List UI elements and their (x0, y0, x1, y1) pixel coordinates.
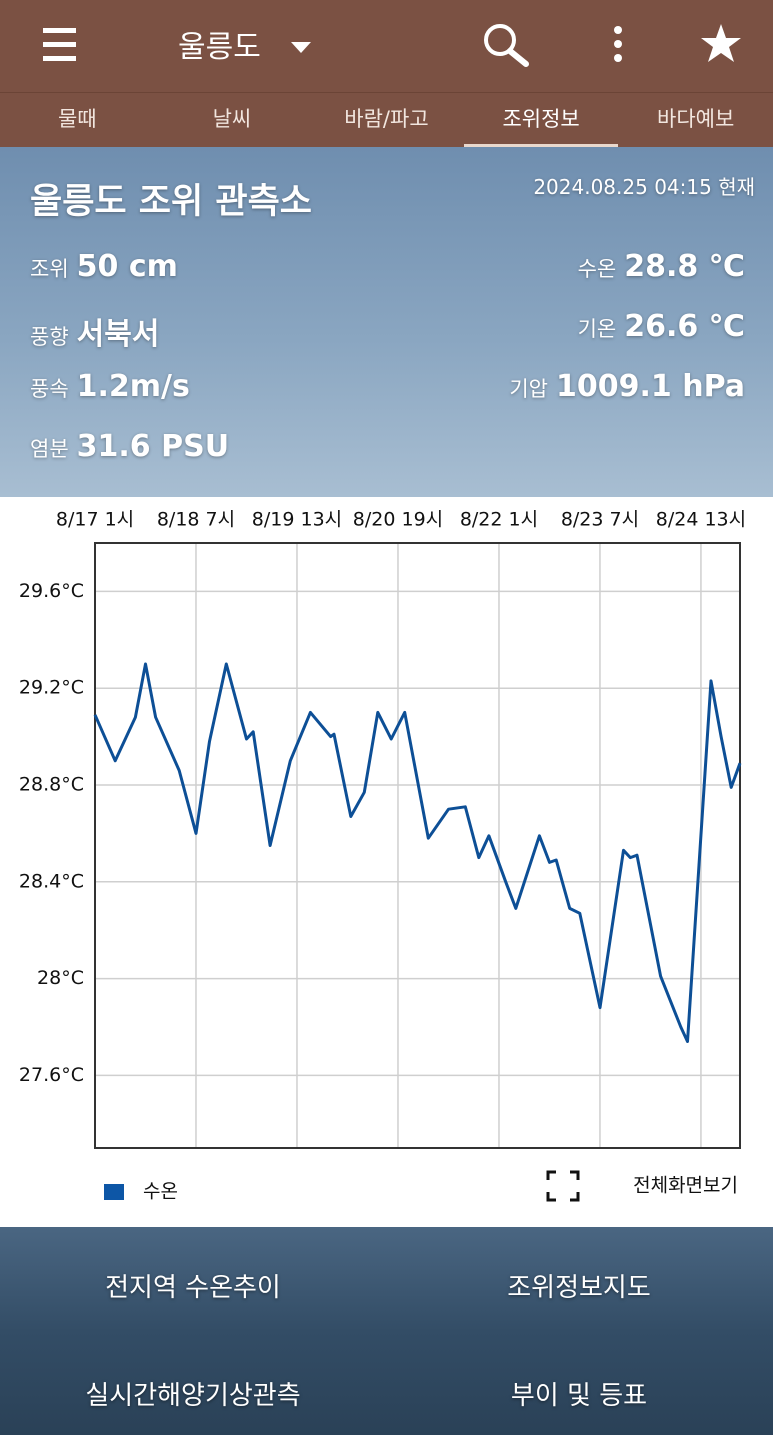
link-button[interactable]: 전지역 수온추이 (105, 1273, 281, 1303)
field-label: 풍속 (30, 377, 69, 401)
link-button[interactable]: 조위정보지도 (507, 1273, 651, 1303)
field-value: 28.8 ℃ (624, 249, 745, 284)
y-tick-label: 29.2°C (19, 677, 84, 699)
x-tick-label: 8/22 1시 (460, 509, 538, 531)
header-icons (43, 24, 741, 67)
y-tick-label: 28.4°C (19, 870, 84, 892)
location-title[interactable]: 울릉도 (178, 30, 261, 65)
search-icon[interactable] (484, 24, 529, 67)
tab[interactable]: 날씨 (212, 107, 252, 131)
plot-border (94, 542, 741, 1149)
fullscreen-button[interactable]: 전체화면보기 (633, 1175, 738, 1197)
x-tick-label: 8/20 19시 (353, 509, 443, 531)
field-label: 염분 (30, 437, 69, 461)
y-tick-label: 28°C (37, 967, 84, 989)
link-button[interactable]: 실시간해양기상관측 (85, 1381, 301, 1411)
x-tick-label: 8/17 1시 (56, 509, 134, 531)
x-tick-label: 8/23 7시 (561, 509, 639, 531)
field-value: 서북서 (76, 317, 160, 352)
fullscreen-icon[interactable] (546, 1170, 580, 1202)
tab[interactable]: 바람/파고 (344, 107, 429, 131)
app-header: 울릉도 (0, 0, 773, 92)
field-value: 1009.1 hPa (556, 369, 745, 404)
field-value: 31.6 PSU (76, 429, 230, 464)
y-tick-label: 28.8°C (19, 774, 84, 796)
field-label: 기압 (509, 377, 548, 401)
favorite-icon[interactable] (701, 24, 741, 62)
tab[interactable]: 물때 (57, 107, 97, 131)
field-label: 풍향 (30, 325, 69, 349)
field-value: 50 cm (76, 249, 178, 284)
field-label: 수온 (577, 257, 617, 281)
field-label: 기온 (577, 317, 617, 341)
legend-label: 수온 (143, 1181, 178, 1203)
data-line (93, 662, 742, 1043)
x-tick-label: 8/18 7시 (157, 509, 235, 531)
timestamp: 2024.08.25 04:15 현재 (533, 175, 755, 199)
menu-icon[interactable] (43, 28, 76, 61)
dropdown-arrow[interactable] (291, 42, 311, 53)
chart: 수온 전체화면보기 27.6°C 28°C 28.4°C 28.8°C 29.2°C 29… (19, 509, 746, 1203)
legend-swatch (104, 1184, 124, 1200)
field-value: 26.6 ℃ (624, 309, 745, 344)
x-tick-label: 8/19 13시 (252, 509, 342, 531)
tab[interactable]: 바다예보 (657, 107, 735, 131)
field-label: 조위 (30, 257, 69, 281)
more-icon[interactable] (614, 26, 622, 62)
station-name: 울릉도 조위 관측소 (30, 182, 312, 222)
link-panel: 전지역 수온추이 조위정보지도 실시간해양기상관측 부이 및 등표 (0, 1227, 773, 1435)
tab-bar: 물때 날씨 바람/파고 조위정보 바다예보 (0, 92, 773, 148)
tab-active[interactable]: 조위정보 (463, 93, 619, 148)
y-tick-label: 27.6°C (19, 1064, 84, 1086)
link-button[interactable]: 부이 및 등표 (510, 1381, 648, 1411)
x-tick-label: 8/24 13시 (656, 509, 746, 531)
y-tick-label: 29.6°C (19, 580, 84, 602)
station-panel: 울릉도 조위 관측소 2024.08.25 04:15 현재 조위 50 cm 풍… (0, 147, 773, 497)
field-value: 1.2m/s (76, 369, 190, 404)
